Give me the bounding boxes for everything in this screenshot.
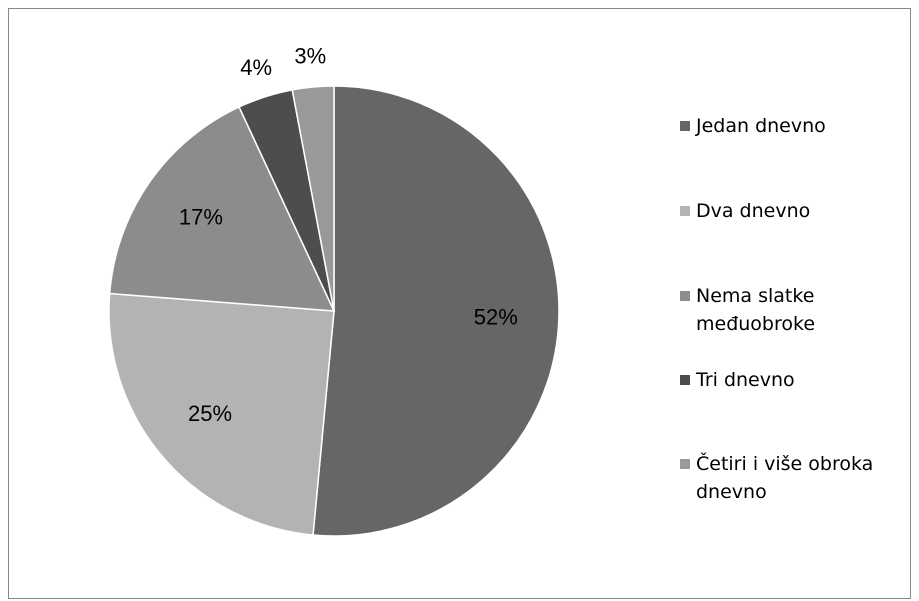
legend-item: Tri dnevno [680, 366, 895, 394]
legend-label: Jedan dnevno [696, 115, 826, 137]
legend-label: Dva dnevno [696, 200, 811, 222]
data-label: 25% [188, 401, 232, 426]
pie-slice [108, 106, 336, 312]
legend-swatch [680, 206, 690, 216]
legend-item: Četiri i više obroka dnevno [680, 450, 895, 506]
pie-slice [108, 292, 335, 536]
legend-item: Jedan dnevno [680, 112, 895, 140]
pie-slice [291, 85, 335, 312]
chart-border [8, 8, 911, 599]
legend-label: Tri dnevno [696, 369, 795, 391]
data-label: 52% [474, 304, 518, 329]
data-label: 3% [294, 44, 326, 69]
pie-slice [312, 85, 560, 537]
legend-swatch [680, 375, 690, 385]
legend-swatch [680, 459, 690, 469]
legend-item: Dva dnevno [680, 197, 895, 225]
legend-swatch [680, 121, 690, 131]
legend-item: Nema slatke međuobroke [680, 282, 895, 338]
legend-label: Nema slatke međuobroke [696, 285, 816, 335]
legend-swatch [680, 291, 690, 301]
data-label: 4% [240, 55, 272, 80]
data-label: 17% [179, 204, 223, 229]
legend-label: Četiri i više obroka dnevno [696, 453, 874, 503]
